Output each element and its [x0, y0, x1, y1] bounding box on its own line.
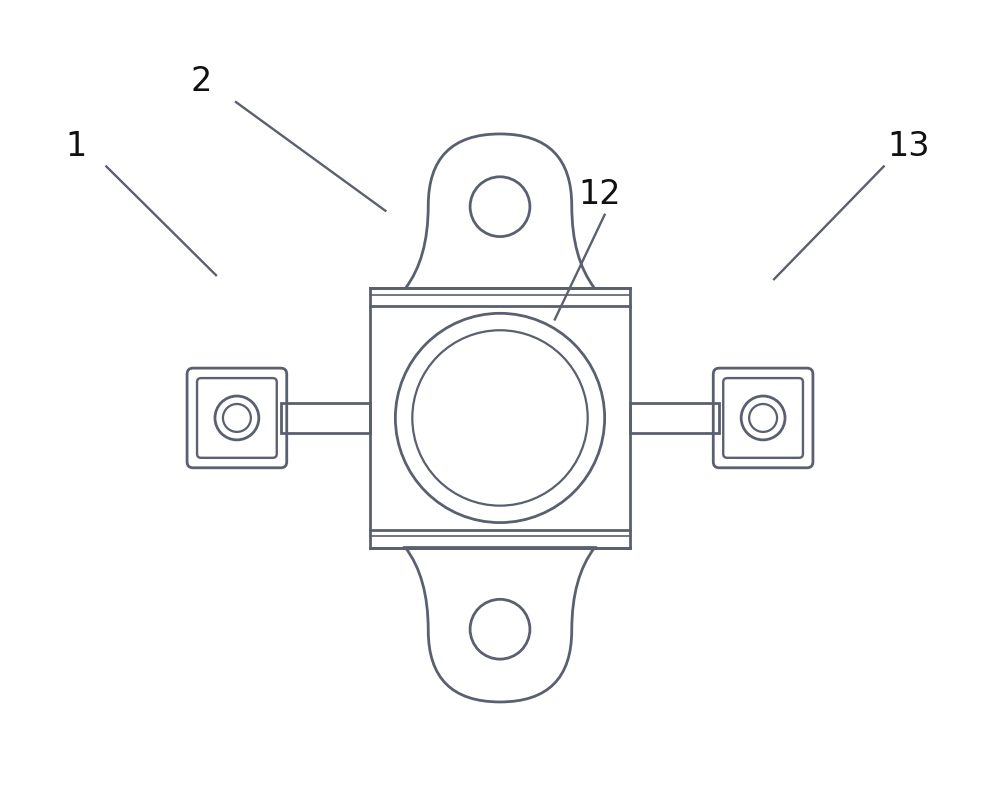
Text: 12: 12 [578, 178, 621, 211]
Bar [370, 288, 630, 548]
Bar [281, 403, 370, 433]
Text: 2: 2 [190, 65, 212, 99]
Text: 13: 13 [887, 130, 930, 163]
Text: 1: 1 [66, 130, 87, 163]
Bar [630, 403, 719, 433]
